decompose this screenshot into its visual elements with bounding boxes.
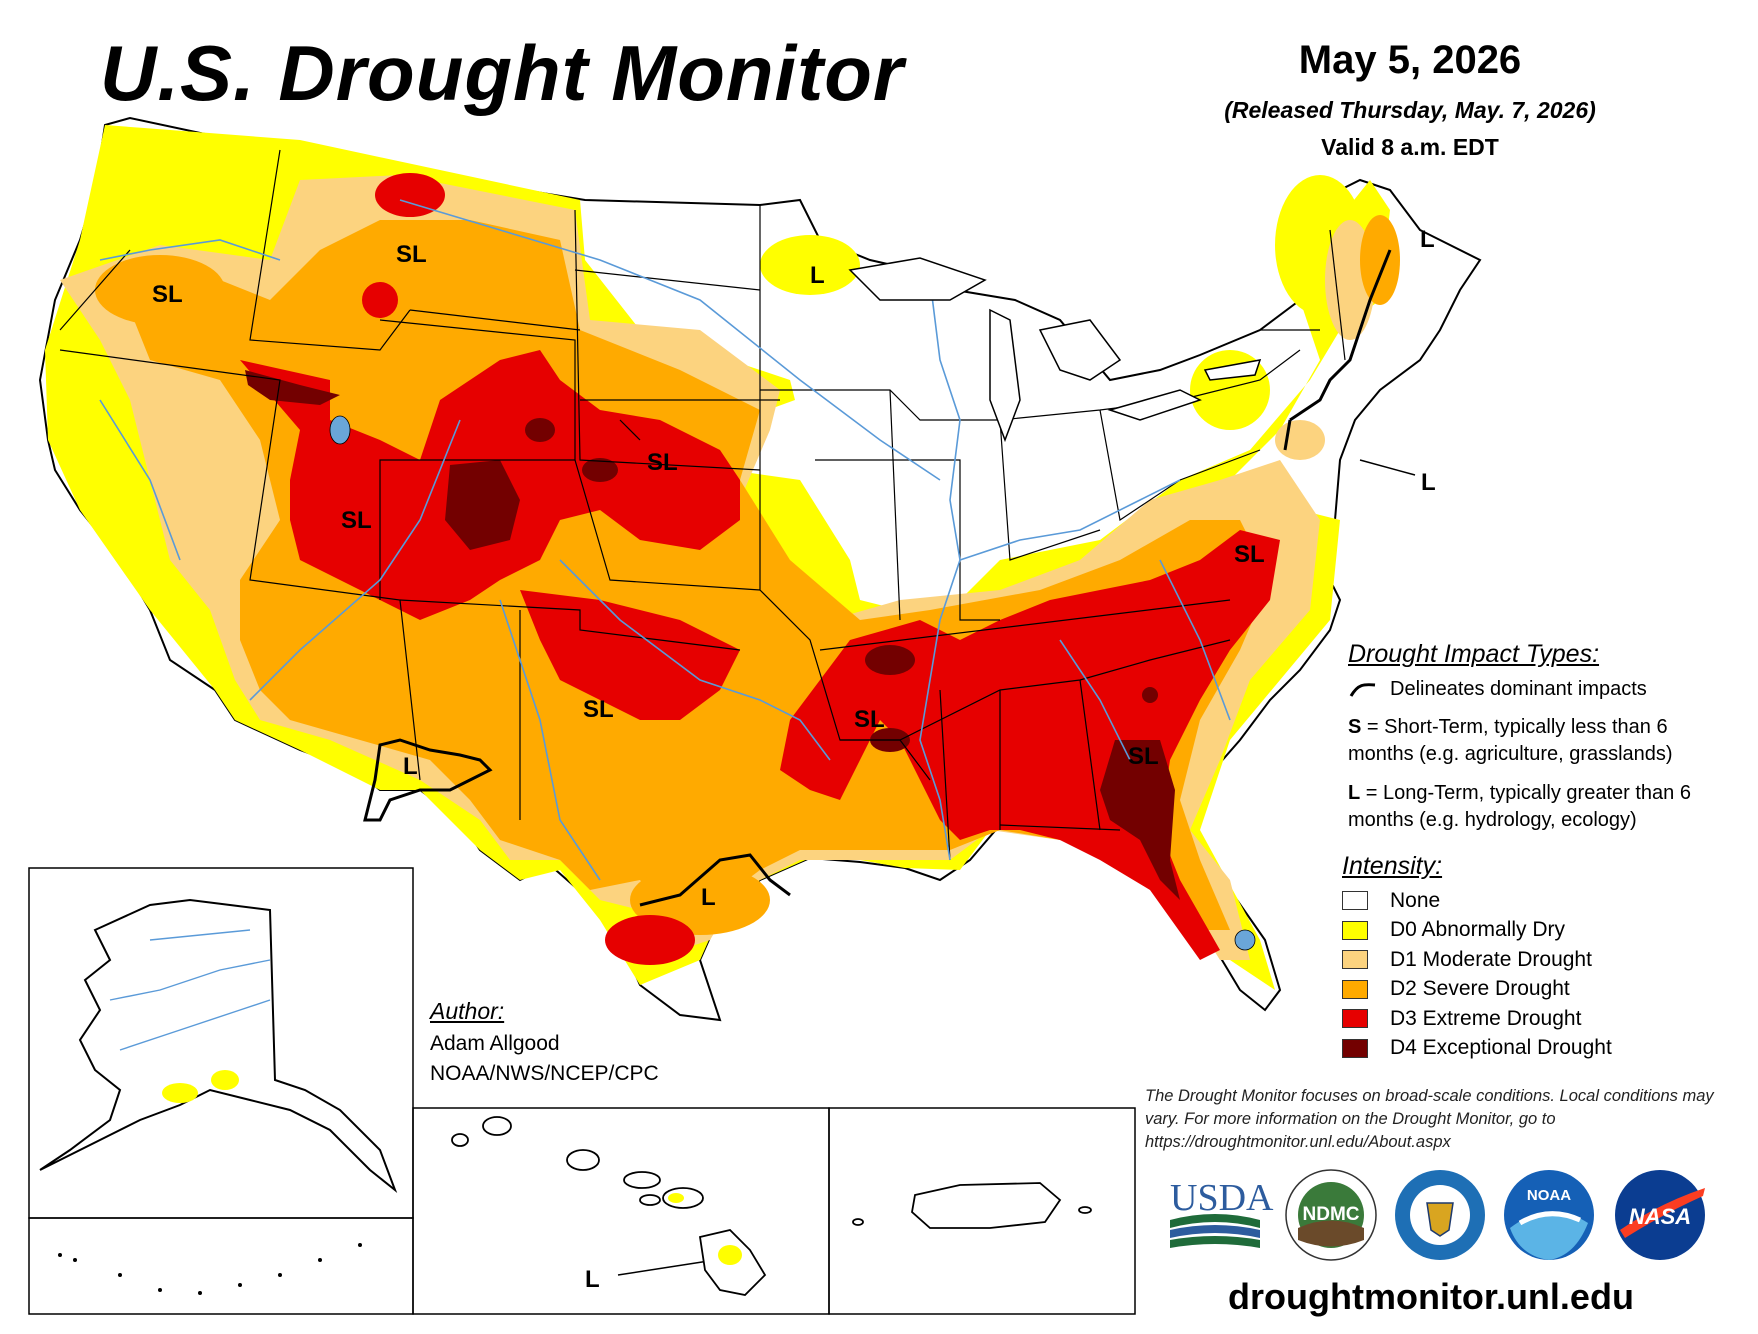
leader-line-northeast <box>1359 459 1416 476</box>
map-title: U.S. Drought Monitor <box>100 29 905 117</box>
inset-frames <box>28 867 1136 1315</box>
rivers <box>99 199 1231 881</box>
hawaii-inset <box>451 1116 767 1296</box>
release-date: (Released Thursday, May. 7, 2026) <box>1224 97 1596 123</box>
swatch-d0 <box>1342 920 1368 940</box>
label-sl-mid-atlantic: SL <box>1234 541 1265 568</box>
intensity-label: D0 Abnormally Dry <box>1390 918 1566 942</box>
label-l-new-mexico: L <box>403 753 418 780</box>
website-url[interactable]: droughtmonitor.unl.edu <box>1228 1276 1634 1317</box>
label-sl-southern-plains: SL <box>583 696 614 723</box>
puerto-rico-inset <box>852 1182 1092 1229</box>
intensity-item-d3: D3 Extreme Drought <box>1342 1004 1612 1034</box>
nasa-logo-text: NASA <box>1629 1204 1691 1229</box>
nasa-logo: NASA <box>1615 1170 1705 1260</box>
short-term-legend: S = Short-Term, typically less than 6 mo… <box>1348 714 1738 768</box>
label-sl-montana: SL <box>396 241 427 268</box>
intensity-legend: None D0 Abnormally Dry D1 Moderate Droug… <box>1342 886 1612 1063</box>
valid-time: Valid 8 a.m. EDT <box>1321 134 1499 160</box>
label-l-maine: L <box>1420 226 1435 253</box>
label-l-texas: L <box>701 884 716 911</box>
label-l-northeast: L <box>1421 469 1436 496</box>
impact-types-heading: Drought Impact Types: <box>1348 640 1600 668</box>
ndmc-logo: NDMC <box>1285 1169 1377 1261</box>
intensity-label: D2 Severe Drought <box>1390 977 1570 1001</box>
intensity-label: D3 Extreme Drought <box>1390 1006 1582 1030</box>
author-heading: Author: <box>430 998 505 1024</box>
long-term-text: = Long-Term, typically greater than 6 mo… <box>1348 782 1691 831</box>
alaska-inset <box>39 898 398 1295</box>
intensity-item-d4: D4 Exceptional Drought <box>1342 1034 1612 1064</box>
conus-map <box>38 116 1482 1022</box>
great-lakes <box>848 257 1262 443</box>
map-date: May 5, 2026 <box>1298 38 1522 82</box>
long-term-key: L <box>1348 782 1361 804</box>
label-l-minnesota: L <box>810 262 825 289</box>
label-sl-plains: SL <box>647 449 678 476</box>
ndmc-logo-text: NDMC <box>1303 1204 1360 1225</box>
author-name: Adam Allgood <box>430 1032 560 1055</box>
swatch-d4 <box>1342 1038 1368 1058</box>
d4-regions <box>245 370 1180 900</box>
intensity-label: D4 Exceptional Drought <box>1390 1036 1612 1060</box>
label-sl-mid-south: SL <box>854 706 885 733</box>
hawaii-d0 <box>668 1193 742 1265</box>
intensity-label: None <box>1390 888 1441 912</box>
label-sl-great-basin: SL <box>341 507 372 534</box>
commerce-logo <box>1395 1170 1485 1260</box>
swatch-d3 <box>1342 1009 1368 1029</box>
intensity-item-d1: D1 Moderate Drought <box>1342 945 1612 975</box>
intensity-item-d0: D0 Abnormally Dry <box>1342 916 1612 946</box>
disclaimer-text: The Drought Monitor focuses on broad-sca… <box>1145 1087 1714 1151</box>
impact-lines <box>363 249 1392 907</box>
lakes <box>329 415 1256 951</box>
intensity-item-d2: D2 Severe Drought <box>1342 975 1612 1005</box>
label-sl-southeast: SL <box>1128 743 1159 770</box>
swatch-none <box>1342 891 1368 911</box>
date-block: May 5, 2026 (Released Thursday, May. 7, … <box>1170 38 1650 161</box>
swatch-d2 <box>1342 979 1368 999</box>
impact-line-icon <box>1349 682 1376 697</box>
usda-logo: USDA <box>1170 1177 1274 1248</box>
usda-logo-text: USDA <box>1170 1177 1274 1219</box>
noaa-logo-text: NOAA <box>1527 1187 1571 1204</box>
intensity-heading: Intensity: <box>1342 852 1443 880</box>
label-l-hawaii: L <box>585 1266 600 1293</box>
short-term-text: = Short-Term, typically less than 6 mont… <box>1348 716 1673 765</box>
label-sl-pacific-nw: SL <box>152 281 183 308</box>
leader-line-hawaii <box>617 1259 716 1276</box>
map-labels: SL SL SL SL SL SL SL SL L L L L L L <box>152 226 1436 1293</box>
intensity-label: D1 Moderate Drought <box>1390 947 1592 971</box>
state-boundaries <box>59 149 1346 861</box>
author-org: NOAA/NWS/NCEP/CPC <box>430 1062 659 1085</box>
swatch-d1 <box>1342 950 1368 970</box>
agency-logos: USDA NDMC NOAA NASA <box>1170 1169 1705 1261</box>
noaa-logo: NOAA <box>1504 1170 1594 1260</box>
short-term-key: S <box>1348 716 1362 738</box>
long-term-legend: L = Long-Term, typically greater than 6 … <box>1348 780 1738 834</box>
impact-line-legend: Delineates dominant impacts <box>1348 678 1647 701</box>
impact-line-text: Delineates dominant impacts <box>1390 678 1647 700</box>
intensity-item-none: None <box>1342 886 1612 916</box>
